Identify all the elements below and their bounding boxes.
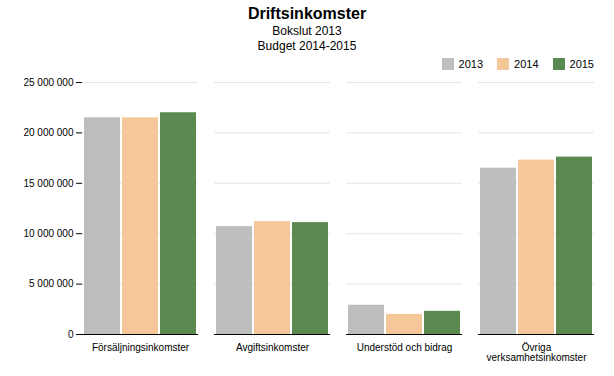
svg-text:20 000 000: 20 000 000 [23, 127, 73, 138]
svg-text:Avgiftsinkomster: Avgiftsinkomster [236, 342, 310, 353]
html-text:Budget 2014-2015: Budget 2014-2015 [257, 39, 357, 53]
svg-text:5 000 000: 5 000 000 [29, 278, 74, 289]
svg-text:15 000 000: 15 000 000 [23, 178, 73, 189]
svg-text:Övrigaverksamhetsinkomster: Övrigaverksamhetsinkomster [486, 342, 587, 363]
svg-text:10 000 000: 10 000 000 [23, 228, 73, 239]
html-text:2014: 2014 [514, 58, 539, 70]
html-text:2015: 2015 [569, 58, 594, 70]
svg-text:25 000 000: 25 000 000 [23, 77, 73, 88]
html-text:Bokslut 2013: Bokslut 2013 [272, 24, 342, 38]
html-text:Driftsinkomster: Driftsinkomster [247, 5, 367, 22]
svg-text:0: 0 [68, 329, 74, 340]
svg-text:Understöd och bidrag: Understöd och bidrag [357, 342, 453, 353]
html-text:2013: 2013 [458, 58, 483, 70]
svg-text:Försäljningsinkomster: Försäljningsinkomster [92, 342, 190, 353]
